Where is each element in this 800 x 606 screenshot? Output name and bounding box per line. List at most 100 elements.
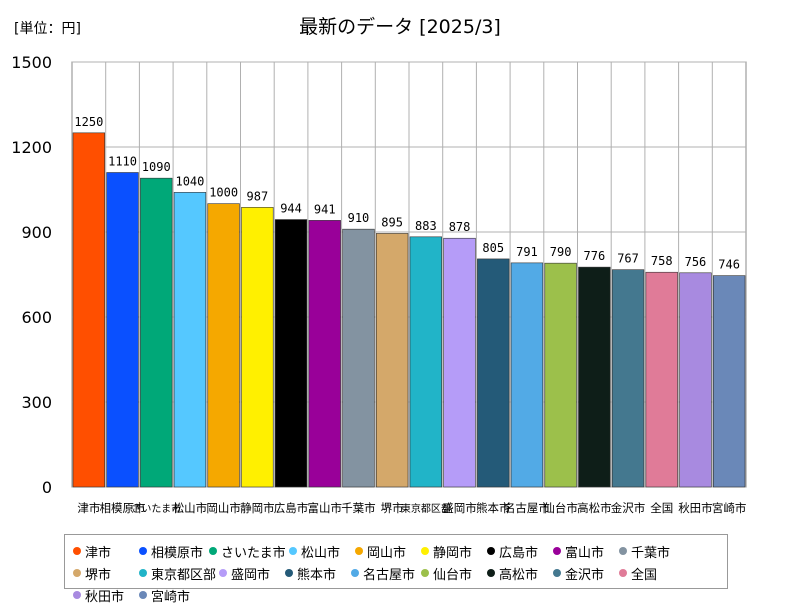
bar-5 [207,203,240,488]
value-labels: 1250 1110 1090 1040 1000 987 944 941 910 895 883 87… [74,115,740,272]
legend-item: 宮崎市 [139,584,205,606]
legend-item: 堺市 [73,562,139,584]
chart-title: 最新のデータ [2025/3] [299,16,501,38]
value-label: 941 [314,202,336,216]
bar-10 [375,233,409,488]
x-tick-label: 仙台市 [543,501,578,515]
x-tick-label: さいたま市 [131,502,181,515]
value-label: 767 [617,252,639,266]
value-label: 776 [584,249,606,263]
value-label: 1250 [74,115,103,129]
legend-item: 相模原市 [139,540,209,562]
legend-label: 松山市 [301,545,341,561]
legend-marker [139,569,147,577]
x-tick-label: 岡山市 [206,501,241,515]
value-label: 883 [415,219,437,233]
bar-12 [443,237,476,488]
x-tick-label: 松山市 [173,501,208,515]
legend-label: 名古屋市 [363,567,416,583]
legend-item: 津市 [73,540,139,562]
legend-label: 熊本市 [297,567,337,583]
bar-8 [308,220,341,488]
legend-marker [73,569,81,577]
value-label: 987 [247,189,269,203]
legend-marker [553,569,561,577]
value-label: 791 [516,245,538,259]
bar-13 [477,258,510,488]
legend-marker [209,547,217,555]
bar-11 [409,236,443,488]
value-label: 1000 [209,186,238,200]
x-tick-label: 相模原市 [100,501,146,515]
legend-marker [487,547,495,555]
legend-item: 盛岡市 [219,562,285,584]
bar-15 [544,262,577,488]
value-label: 910 [348,211,370,225]
x-tick-label: 金沢市 [611,501,646,515]
legend-label: 金沢市 [565,567,605,583]
legend-marker [355,547,363,555]
legend-item: 秋田市 [73,584,139,606]
legend-marker [139,591,147,599]
x-tick-label: 富山市 [308,501,343,515]
y-axis-ticks: 0 300 600 900 1200 1500 [11,53,52,497]
y-tick-label: 0 [42,478,52,497]
legend-label: 千葉市 [631,545,671,561]
legend-item: 松山市 [289,540,355,562]
legend-item: 富山市 [553,540,619,562]
bar-17 [611,269,645,488]
bar-7 [274,219,308,488]
legend-marker [619,569,627,577]
x-tick-label: 秋田市 [678,501,713,515]
bar-18 [645,271,678,488]
x-tick-label: 名古屋市 [504,501,550,515]
legend: 津市 相模原市 さいたま市 松山市 岡山市 静岡市 広島市 富山市 千葉市堺市 東京都区部 盛岡市 熊… [64,534,728,605]
x-tick-label: 宮崎市 [712,501,747,515]
legend-label: 秋田市 [85,589,125,605]
bar-19 [679,272,712,488]
value-label: 758 [651,254,673,268]
legend-label: 広島市 [499,545,539,561]
legend-marker [619,547,627,555]
x-tick-label: 高松市 [577,501,612,515]
value-label: 805 [482,241,504,255]
x-tick-label: 広島市 [274,501,309,515]
y-tick-label: 1200 [11,138,52,157]
bar-20 [712,275,746,488]
y-tick-label: 600 [21,308,52,327]
x-tick-label: 千葉市 [341,501,376,515]
legend-label: 宮崎市 [151,589,191,605]
legend-marker [139,547,147,555]
x-tick-label: 熊本市 [476,501,511,515]
value-label: 878 [449,220,471,234]
legend-label: 相模原市 [151,545,204,561]
legend-item: 高松市 [487,562,553,584]
value-label: 1090 [142,160,171,174]
legend-label: 津市 [85,545,112,561]
legend-item: 全国 [619,562,685,584]
x-tick-label: 津市 [77,501,100,515]
legend-marker [421,547,429,555]
bar-2 [106,172,139,488]
unit-label: [単位：円] [14,21,81,37]
legend-label: 岡山市 [367,545,407,561]
value-label: 1040 [175,174,204,188]
gridlines [71,61,747,488]
legend-label: 高松市 [499,567,539,583]
legend-label: 仙台市 [433,567,473,583]
legend-item: 熊本市 [285,562,351,584]
legend-marker [285,569,293,577]
legend-label: 静岡市 [433,545,473,561]
legend-label: さいたま市 [221,545,286,561]
legend-marker [73,591,81,599]
bar-6 [241,207,274,488]
value-label: 1110 [108,155,137,169]
legend-item: 東京都区部 [139,562,219,584]
legend-item: 広島市 [487,540,553,562]
x-tick-label: 盛岡市 [442,501,477,515]
x-tick-label: 東京都区部 [401,502,451,515]
legend-label: 富山市 [565,545,605,561]
bar-3 [140,177,173,488]
legend-marker [553,547,561,555]
